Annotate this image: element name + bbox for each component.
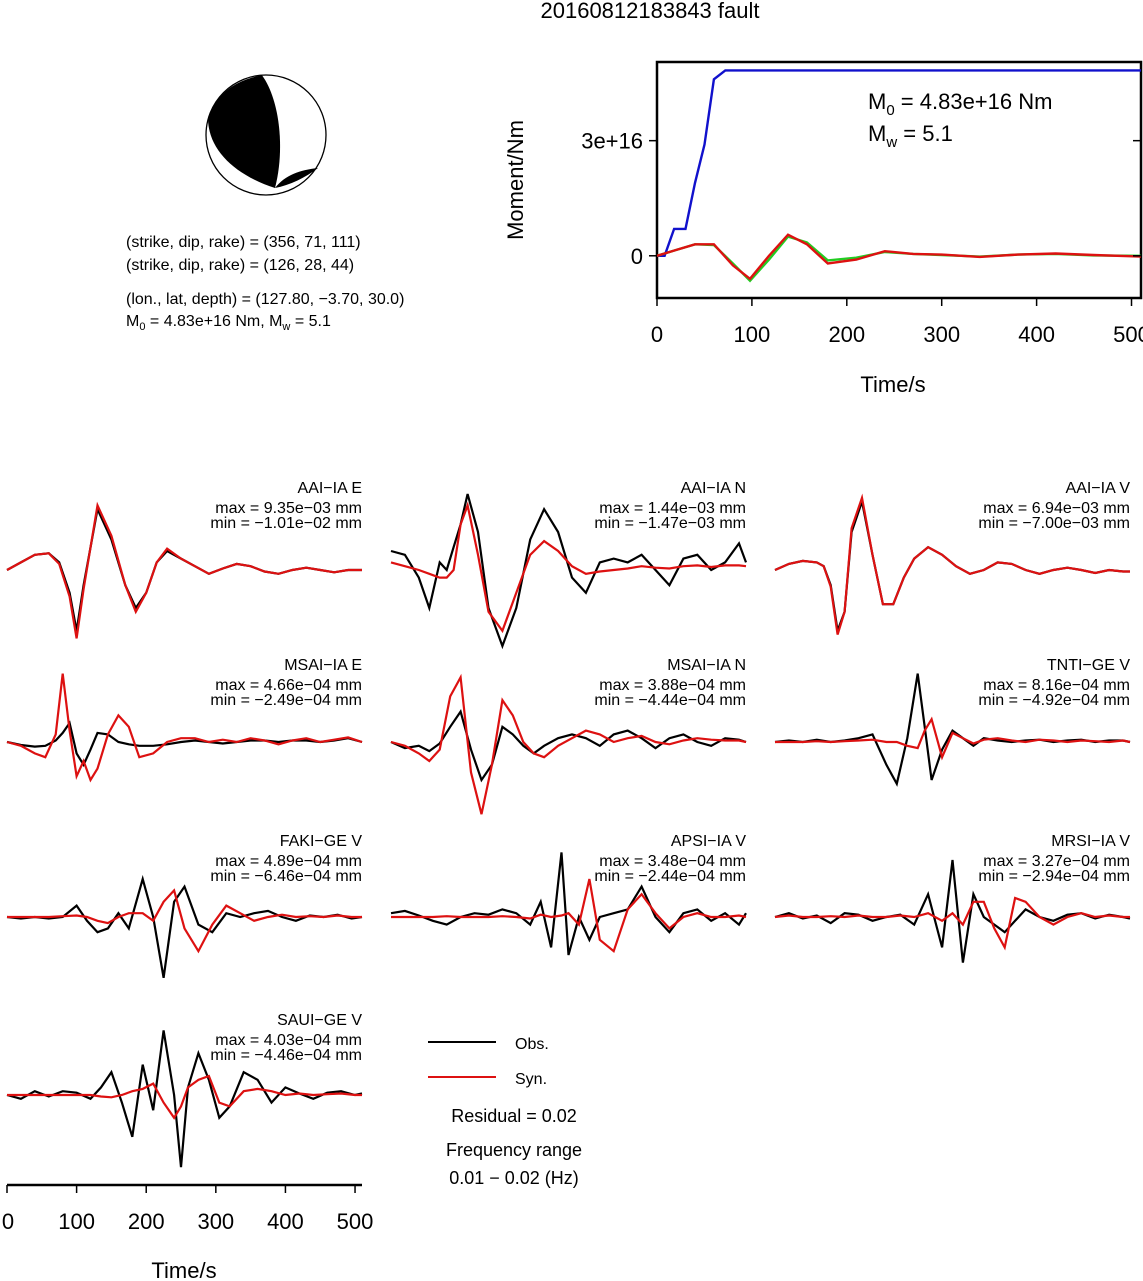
waveform-xtick-label: 300	[197, 1209, 234, 1234]
waveform-synthetic	[775, 716, 1131, 761]
station-label: APSI−IA V	[671, 833, 746, 850]
waveform-observed	[390, 493, 748, 650]
waveform-synthetic	[390, 501, 747, 634]
waveform-xtick-label: 500	[337, 1209, 374, 1234]
station-min: min = −4.92e−04 mm	[978, 692, 1130, 709]
station-label: MRSI−IA V	[1051, 833, 1130, 850]
waveform-synthetic	[7, 888, 362, 954]
station-label: MSAI−IA N	[667, 657, 746, 674]
moment-xtick-label: 400	[1018, 322, 1055, 347]
moment-m0-annotation: M0 = 4.83e+16 Nm	[868, 89, 1052, 119]
station-label: AAI−IA V	[1066, 480, 1131, 497]
station-min: min = −1.01e−02 mm	[210, 515, 362, 532]
moment-mw-annotation: Mw = 5.1	[868, 121, 953, 151]
legend: Obs. Syn.	[428, 1036, 549, 1088]
station-max: max = 8.16e−04 mm	[983, 677, 1130, 694]
mechanism-location: (lon., lat, depth) = (127.80, −3.70, 30.…	[126, 291, 404, 308]
station-min: min = −2.44e−04 mm	[594, 868, 746, 885]
station-max: max = 6.94e−03 mm	[983, 500, 1130, 517]
station-max: max = 3.48e−04 mm	[599, 853, 746, 870]
moment-series-0	[657, 69, 1141, 257]
moment-ylabel: Moment/Nm	[503, 120, 528, 240]
moment-xtick-label: 200	[828, 322, 865, 347]
moment-xtick-label: 100	[734, 322, 771, 347]
waveform-synthetic	[774, 493, 1130, 635]
moment-series-1	[656, 235, 1142, 283]
frequency-range-value: 0.01 − 0.02 (Hz)	[449, 1168, 579, 1188]
mechanism-magnitude: M0 = 4.83e+16 Nm, Mw = 5.1	[126, 313, 331, 333]
waveform-xtick-label: 400	[267, 1209, 304, 1234]
waveform-observed	[6, 720, 363, 768]
station-label: AAI−IA E	[298, 480, 362, 497]
station-max: max = 4.89e−04 mm	[215, 853, 362, 870]
station-label: MSAI−IA E	[284, 657, 362, 674]
waveform-xtick-label: 0	[2, 1209, 14, 1234]
legend-syn-label: Syn.	[515, 1071, 547, 1088]
station-label: SAUI−GE V	[277, 1012, 362, 1029]
station-max: max = 3.88e−04 mm	[599, 677, 746, 694]
station-max: max = 4.03e−04 mm	[215, 1032, 362, 1049]
waveform-xtick-label: 100	[58, 1209, 95, 1234]
station-min: min = −4.46e−04 mm	[210, 1047, 362, 1064]
moment-xlabel: Time/s	[860, 372, 925, 397]
station-max: max = 3.27e−04 mm	[983, 853, 1130, 870]
waveform-observed	[6, 874, 363, 978]
figure-title: 20160812183843 fault	[541, 0, 760, 23]
station-min: min = −6.46e−04 mm	[210, 868, 362, 885]
station-max: max = 9.35e−03 mm	[215, 500, 362, 517]
station-label: TNTI−GE V	[1047, 657, 1130, 674]
station-min: min = −2.49e−04 mm	[210, 692, 362, 709]
waveform-synthetic	[391, 878, 747, 954]
moment-ytick-label: 3e+16	[581, 129, 643, 154]
station-min: min = −2.94e−04 mm	[978, 868, 1130, 885]
station-min: min = −7.00e−03 mm	[978, 515, 1130, 532]
beachball-compressional-quadrant-2	[275, 168, 318, 188]
beachball	[205, 74, 327, 196]
waveform-time-axis: 0 100 200 300 400 500 Time/s	[2, 1183, 374, 1281]
moment-series-2	[656, 233, 1142, 281]
waveform-synthetic	[774, 896, 1130, 951]
waveform-synthetic	[7, 1074, 362, 1120]
moment-ytick-label: 0	[631, 244, 643, 269]
moment-xtick-label: 500	[1113, 322, 1143, 347]
waveform-xlabel: Time/s	[151, 1258, 216, 1281]
waveform-observed	[390, 709, 747, 783]
moment-plot-frame	[655, 60, 1143, 300]
legend-obs-label: Obs.	[515, 1036, 549, 1053]
frequency-range-label: Frequency range	[446, 1140, 582, 1160]
mechanism-plane-2: (strike, dip, rake) = (126, 28, 44)	[126, 257, 354, 274]
station-label: AAI−IA N	[681, 480, 746, 497]
beachball-compressional-quadrant	[208, 75, 281, 188]
moment-chart: 0 100 200 300 400 500 0 3e+16 Time/s Moment/Nm…	[503, 60, 1143, 397]
moment-xtick-label: 300	[923, 322, 960, 347]
waveform-xtick-label: 200	[128, 1209, 165, 1234]
mechanism-plane-1: (strike, dip, rake) = (356, 71, 111)	[126, 234, 361, 251]
waveform-synthetic	[6, 501, 362, 639]
station-max: max = 4.66e−04 mm	[215, 677, 362, 694]
waveform-observed	[390, 852, 747, 956]
waveform-synthetic	[6, 673, 363, 783]
residual-label: Residual = 0.02	[451, 1106, 577, 1126]
station-min: min = −1.47e−03 mm	[594, 515, 746, 532]
station-max: max = 1.44e−03 mm	[599, 500, 746, 517]
moment-xtick-label: 0	[651, 322, 663, 347]
waveform-synthetic	[390, 673, 747, 815]
station-min: min = −4.44e−04 mm	[594, 692, 746, 709]
station-label: FAKI−GE V	[280, 833, 363, 850]
